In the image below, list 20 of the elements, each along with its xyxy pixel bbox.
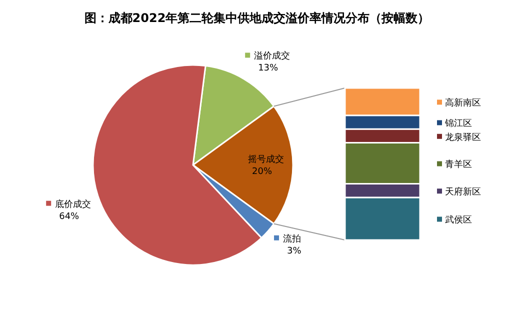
slice-label: 摇号成交 (248, 154, 284, 165)
legend-label: 锦江区 (444, 118, 472, 130)
legend-label: 流拍 (283, 233, 302, 244)
legend-label: 底价成交 (55, 198, 92, 210)
legend-item: 龙泉驿区 (437, 132, 481, 143)
legend-item: 高新南区 (437, 98, 481, 109)
data-label: 20% (252, 167, 272, 177)
legend-item: 青羊区 (437, 160, 472, 170)
legend-item: 锦江区 (437, 119, 472, 130)
legend-label: 溢价成交 (254, 50, 290, 62)
data-label: 64% (59, 212, 80, 222)
legend-label: 青羊区 (445, 159, 472, 170)
legend-label: 龙泉驿区 (445, 132, 481, 143)
legend-label: 天府新区 (445, 186, 481, 198)
data-label: 3% (287, 246, 302, 256)
legend-label: 高新南区 (445, 98, 481, 109)
data-label: 13% (258, 64, 279, 74)
chart-title: 图：成都2022年第二轮集中供地成交溢价率情况分布（按幅数） (84, 11, 430, 25)
legend-item: 武侯区 (437, 216, 472, 226)
legend-item: 天府新区 (437, 188, 481, 198)
